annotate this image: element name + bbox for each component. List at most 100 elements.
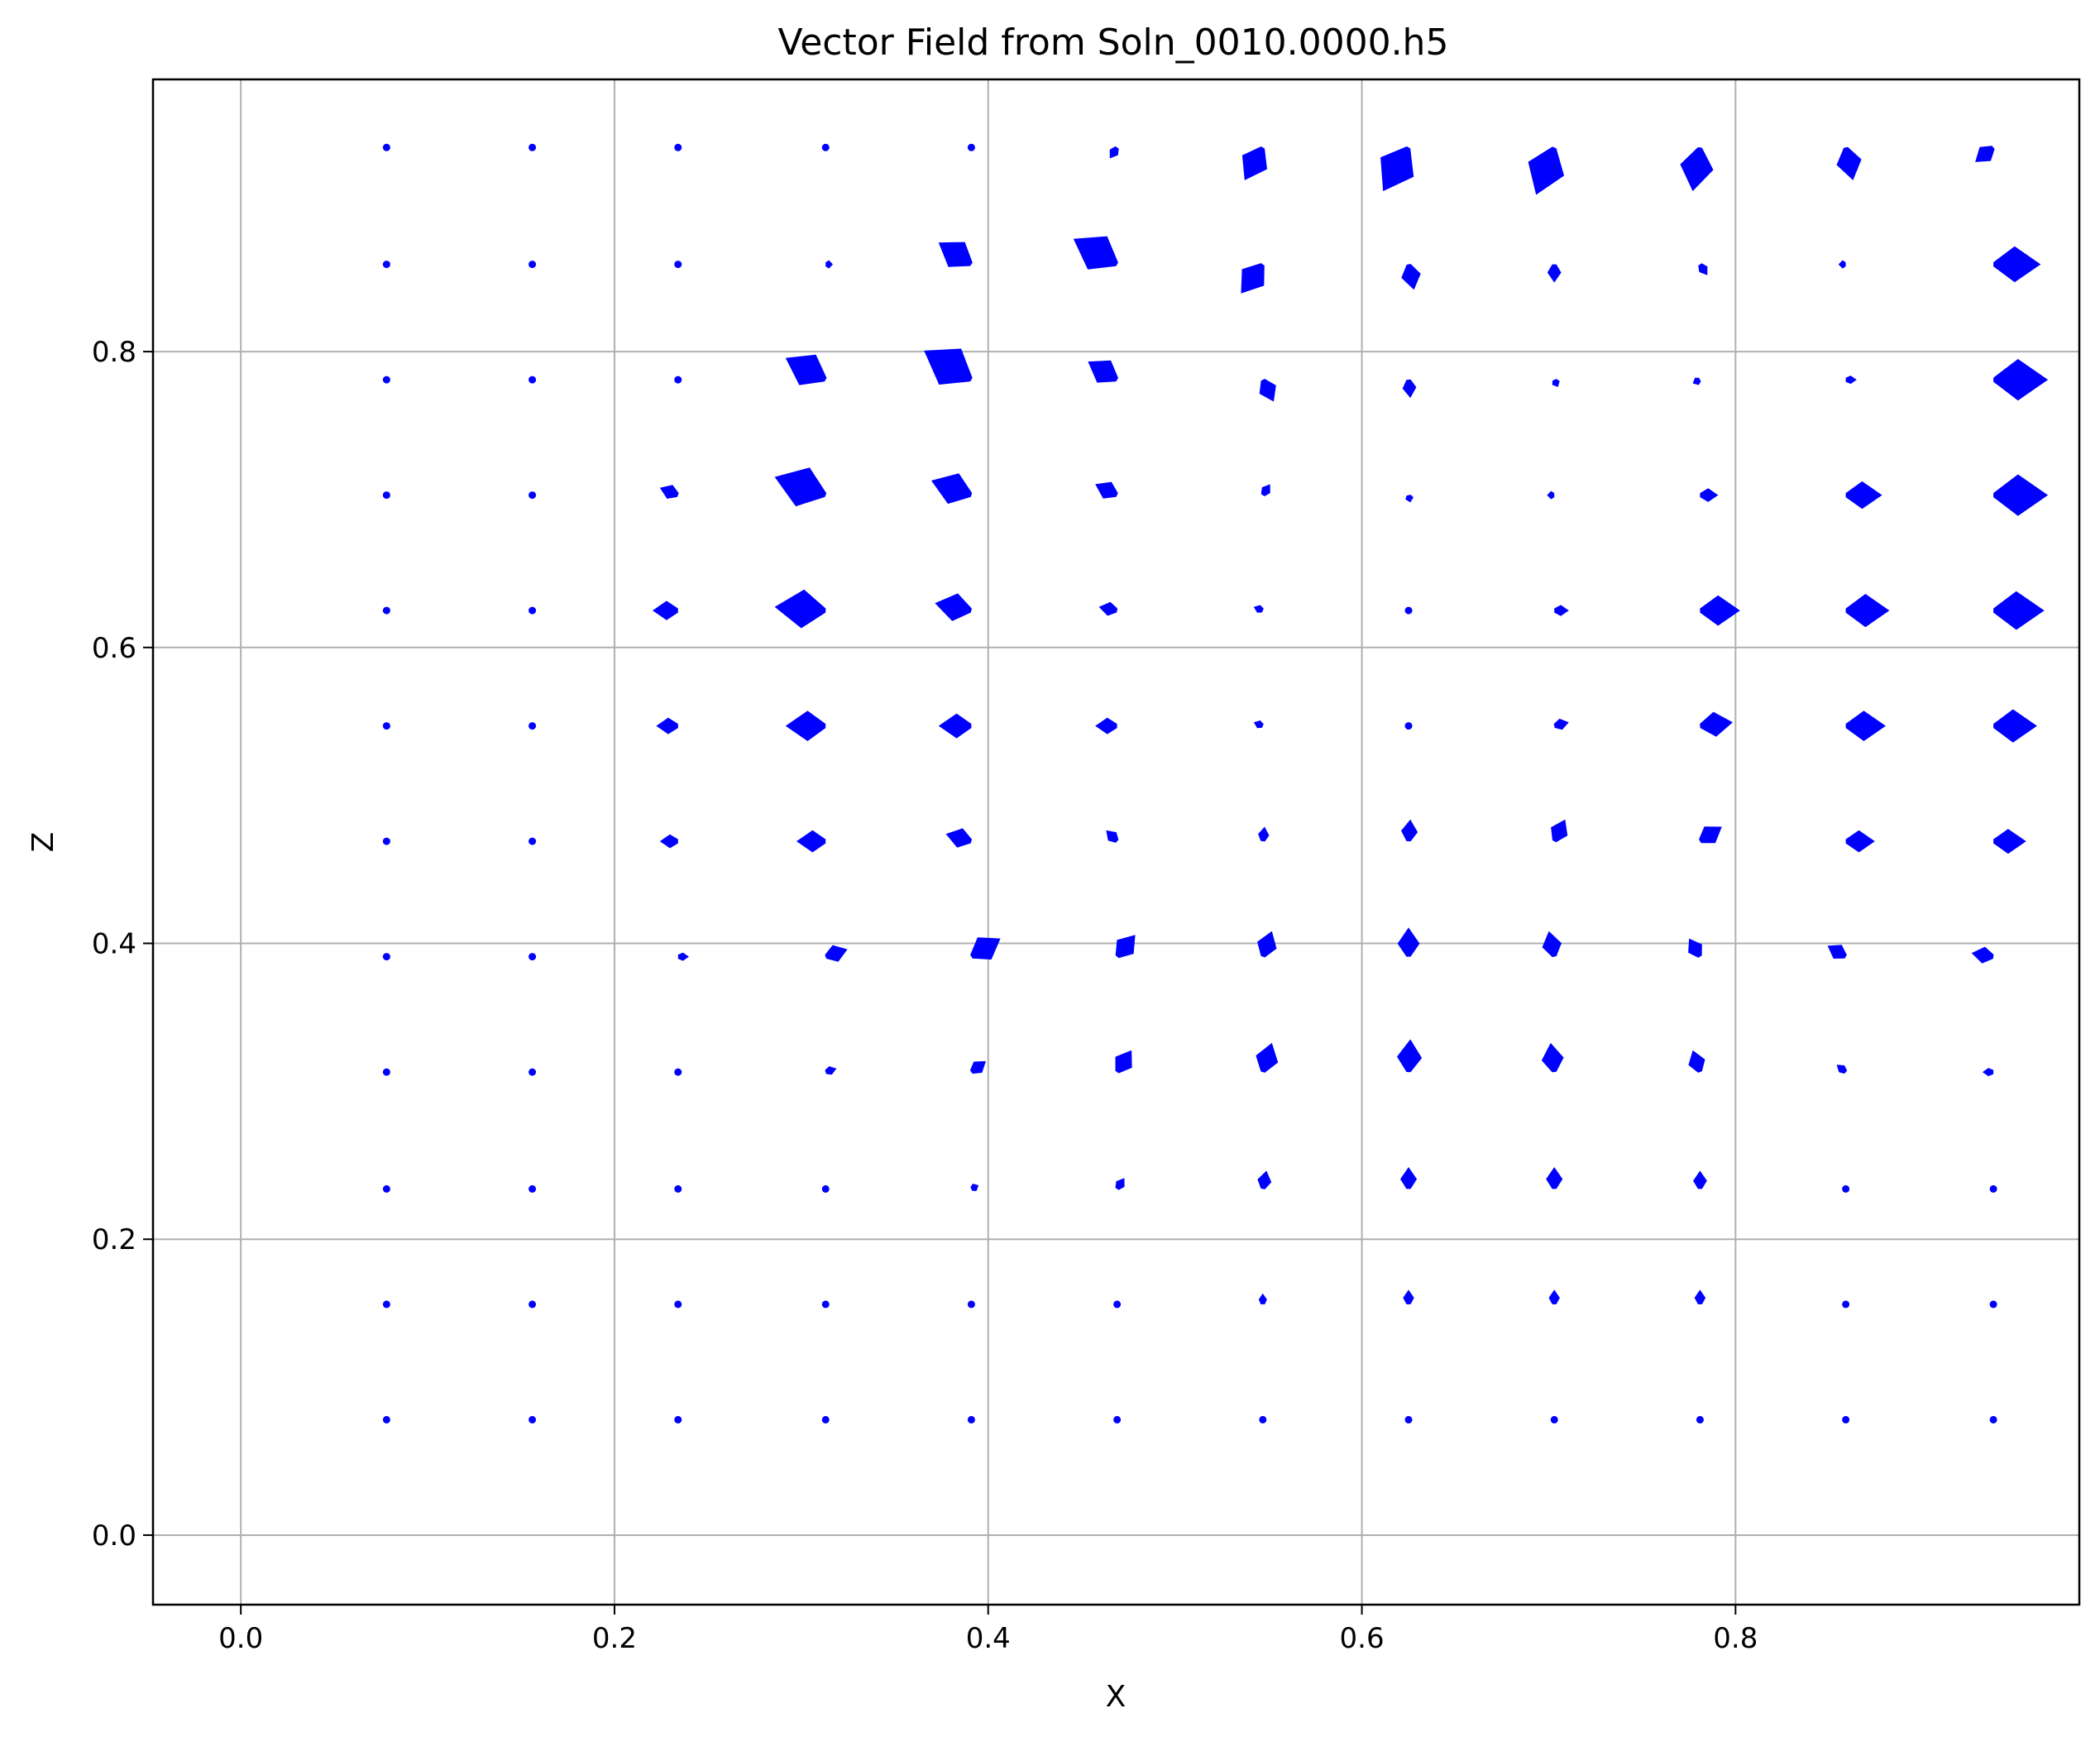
vector-arrow	[1380, 146, 1414, 192]
vector-arrow	[938, 242, 973, 267]
vector-arrow	[1845, 376, 1857, 385]
vector-arrow	[529, 837, 537, 845]
vector-arrow	[529, 1068, 537, 1076]
grid-lines	[153, 79, 2079, 1605]
vector-arrow	[1550, 1415, 1558, 1424]
plot-frame	[151, 78, 2081, 1606]
vector-arrow	[1694, 1290, 1706, 1304]
vector-arrow	[1109, 146, 1119, 159]
vector-arrow	[529, 953, 537, 961]
x-tick-label: 0.6	[1340, 1622, 1385, 1655]
vector-arrow	[1404, 606, 1413, 615]
x-tick-label: 0.0	[218, 1622, 263, 1655]
vector-arrow	[1842, 1300, 1850, 1309]
vector-arrow	[1106, 830, 1119, 843]
vector-arrow	[774, 467, 827, 507]
vector-arrow	[1993, 246, 2041, 283]
vector-arrow	[785, 711, 826, 741]
vector-arrow	[1401, 819, 1418, 842]
vector-arrow	[1989, 1300, 1997, 1309]
vector-arrow	[1836, 1065, 1848, 1074]
vector-arrow	[674, 1415, 682, 1424]
vector-arrow	[674, 261, 682, 269]
vector-arrow	[1260, 484, 1270, 496]
vector-arrow	[1693, 1170, 1707, 1189]
x-axis-label: X	[1106, 1680, 1127, 1714]
vector-arrow	[382, 376, 390, 384]
vector-arrow	[1700, 595, 1740, 626]
vector-arrow	[382, 143, 390, 151]
vector-arrow	[1400, 1167, 1418, 1189]
vector-arrow	[1401, 264, 1421, 290]
vector-arrow	[969, 1060, 986, 1074]
vector-arrow	[1548, 1290, 1560, 1304]
vector-arrow	[1842, 1415, 1850, 1424]
vector-arrow	[529, 261, 537, 269]
vector-arrow	[1257, 931, 1277, 958]
vector-arrow	[1993, 591, 2045, 630]
vector-arrow	[1554, 605, 1569, 616]
vector-arrow	[1971, 946, 1994, 964]
vector-arrow	[382, 1415, 390, 1424]
vector-arrow	[529, 491, 537, 500]
vector-arrow	[1257, 1170, 1272, 1189]
vector-arrow	[1845, 594, 1890, 628]
vector-arrow	[1115, 1050, 1132, 1074]
x-tick-label: 0.2	[592, 1622, 637, 1655]
vector-arrow	[1256, 1042, 1279, 1073]
vector-arrow	[1700, 488, 1719, 502]
vector-arrow	[1989, 1184, 1997, 1193]
vector-arrow	[1397, 927, 1420, 957]
y-axis-ticks: 0.0 0.2 0.4 0.6 0.8	[92, 336, 153, 1553]
vector-arrow	[1838, 260, 1846, 269]
vector-arrow	[1095, 717, 1117, 735]
vector-arrow	[1405, 495, 1414, 503]
vector-arrow	[1546, 1167, 1563, 1189]
vector-arrow	[382, 953, 390, 961]
vector-arrow	[1259, 1415, 1267, 1424]
vector-arrow	[1993, 709, 2037, 743]
vector-arrow	[1258, 1293, 1267, 1304]
vector-arrow	[945, 828, 973, 848]
vector-arrow	[1552, 379, 1560, 387]
vector-arrow	[1688, 1050, 1705, 1073]
vector-arrow	[924, 348, 973, 385]
vector-arrow	[659, 834, 678, 849]
vector-arrow	[674, 1300, 682, 1309]
vector-arrow	[1845, 711, 1886, 741]
y-tick-label: 0.8	[92, 336, 136, 369]
vector-arrow	[1827, 945, 1847, 959]
vector-arrow	[1975, 146, 1995, 162]
vector-arrow	[1404, 1415, 1413, 1424]
x-axis-ticks: 0.0 0.2 0.4 0.6 0.8	[218, 1605, 1758, 1655]
vector-arrow	[931, 473, 973, 505]
vector-arrow	[1115, 935, 1136, 959]
vector-arrow	[970, 1184, 979, 1191]
vector-arrow	[1259, 379, 1276, 402]
vector-arrow	[1680, 146, 1714, 192]
vector-arrow	[1258, 826, 1270, 842]
vector-arrow	[967, 1300, 975, 1309]
y-axis-label: Z	[26, 832, 60, 853]
vector-arrow	[825, 945, 848, 962]
vector-arrow	[529, 143, 537, 151]
vector-arrow	[1088, 360, 1118, 383]
vector-arrow	[1402, 379, 1417, 399]
vector-arrow	[1845, 481, 1882, 510]
vector-arrow	[1553, 718, 1569, 730]
vector-arrow	[938, 713, 972, 739]
vector-arrow	[1551, 819, 1568, 843]
vector-arrow	[656, 717, 678, 735]
vector-arrow	[1073, 236, 1118, 270]
vector-arrow	[1528, 146, 1565, 195]
vector-arrow	[674, 1068, 682, 1076]
vector-arrow	[1098, 601, 1118, 616]
vector-arrow	[821, 1184, 830, 1193]
vector-arrow	[1836, 146, 1862, 180]
vector-arrow	[382, 261, 390, 269]
vector-arrow	[1993, 829, 2026, 854]
vector-arrow	[821, 1300, 830, 1309]
vector-arrow	[970, 937, 1001, 960]
